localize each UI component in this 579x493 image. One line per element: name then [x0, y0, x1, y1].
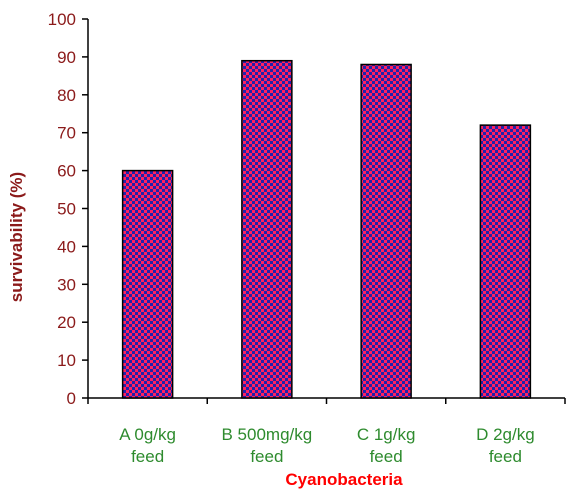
- x-tick-label: D 2g/kg: [476, 425, 535, 444]
- x-tick-label: feed: [489, 447, 522, 466]
- bar: [241, 59, 293, 399]
- y-tick-label: 50: [57, 200, 76, 219]
- y-axis: 0 10 20 30 40 50 60 70 80 90 100: [48, 10, 89, 408]
- x-tick-label: feed: [131, 447, 164, 466]
- bar: [360, 63, 412, 399]
- y-tick-label: 10: [57, 351, 76, 370]
- y-axis-label: survivability (%): [7, 172, 26, 302]
- y-tick-label: 40: [57, 237, 76, 256]
- y-tick-label: 70: [57, 124, 76, 143]
- y-tick-label: 90: [57, 48, 76, 67]
- y-tick-label: 30: [57, 275, 76, 294]
- x-tick-label: feed: [370, 447, 403, 466]
- y-tick-label: 20: [57, 313, 76, 332]
- x-axis-label: Cyanobacteria: [285, 470, 403, 489]
- y-tick-label: 0: [67, 389, 76, 408]
- bars: [121, 59, 532, 399]
- x-tick-label: C 1g/kg: [357, 425, 416, 444]
- bar: [121, 169, 174, 399]
- y-tick-label: 60: [57, 162, 76, 181]
- x-axis: A 0g/kg feed B 500mg/kg feed C 1g/kg feed D 2g…: [87, 397, 566, 466]
- y-tick-label: 80: [57, 86, 76, 105]
- x-tick-label: B 500mg/kg: [222, 425, 313, 444]
- x-tick-label: feed: [250, 447, 283, 466]
- bar: [479, 124, 532, 399]
- x-tick-label: A 0g/kg: [119, 425, 176, 444]
- y-tick-label: 100: [48, 10, 76, 29]
